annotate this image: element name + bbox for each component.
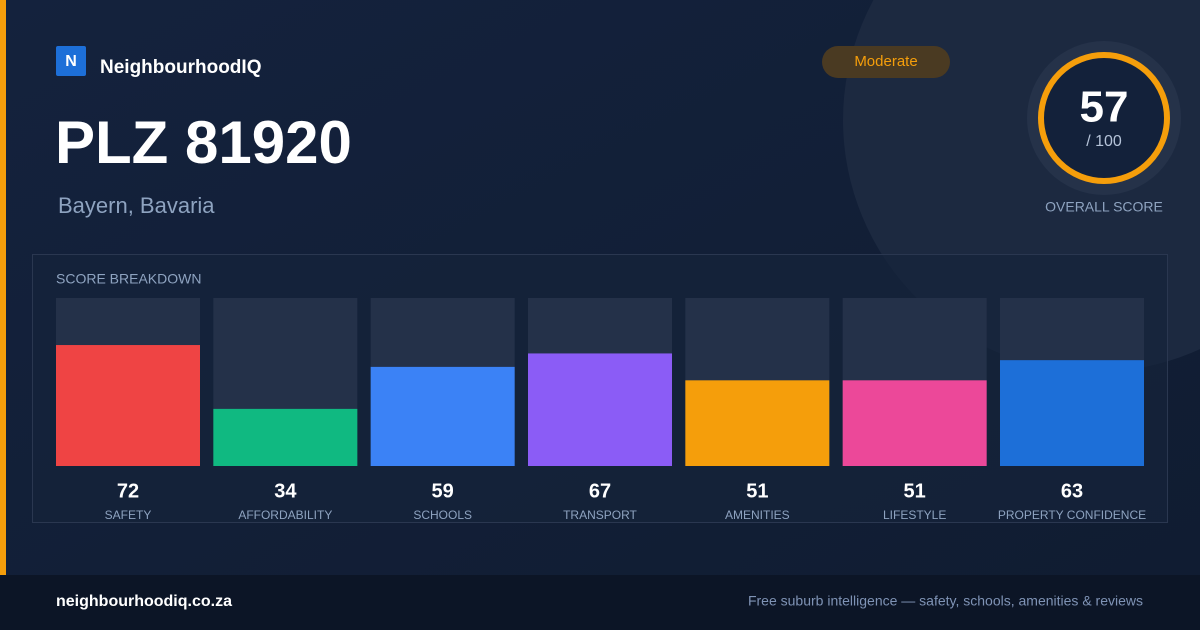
value-label: 51	[746, 480, 768, 502]
chart-title: SCORE BREAKDOWN	[56, 271, 201, 287]
badge	[822, 46, 950, 78]
value-label: 72	[117, 480, 139, 502]
title: PLZ 81920	[55, 109, 352, 176]
bar	[1000, 360, 1144, 466]
category-label: SCHOOLS	[413, 508, 472, 522]
bar	[842, 380, 987, 466]
logo-letter: N	[65, 53, 77, 70]
value-label: 59	[432, 480, 454, 502]
badge-text: Moderate	[854, 53, 917, 70]
overall-score: 57	[1080, 83, 1129, 132]
footer-site: neighbourhoodiq.co.za	[56, 593, 232, 610]
score-label: OVERALL SCORE	[1045, 199, 1163, 215]
bar	[56, 345, 200, 466]
category-label: LIFESTYLE	[883, 508, 946, 522]
value-label: 67	[589, 480, 611, 502]
value-label: 51	[904, 480, 926, 502]
bar	[370, 366, 515, 466]
value-label: 34	[274, 480, 297, 502]
category-label: AMENITIES	[725, 508, 790, 522]
footer	[0, 575, 1200, 630]
subtitle: Bayern, Bavaria	[58, 193, 215, 218]
value-label: 63	[1061, 480, 1083, 502]
logo	[56, 46, 86, 76]
footer-tagline: Free suburb intelligence — safety, schoo…	[748, 593, 1143, 609]
category-label: SAFETY	[105, 508, 152, 522]
score-suffix: / 100	[1086, 133, 1122, 150]
bar	[528, 353, 672, 466]
bar	[213, 408, 358, 466]
category-label: TRANSPORT	[563, 508, 637, 522]
accent-stripe	[0, 0, 6, 575]
brand-name: NeighbourhoodIQ	[100, 57, 261, 78]
category-label: PROPERTY CONFIDENCE	[998, 508, 1146, 522]
bar	[685, 380, 830, 466]
score-ring	[1038, 52, 1170, 184]
category-label: AFFORDABILITY	[238, 508, 332, 522]
